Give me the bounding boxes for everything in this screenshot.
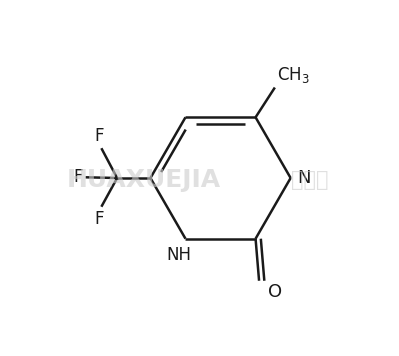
Text: CH$_3$: CH$_3$ <box>277 65 309 85</box>
Text: F: F <box>95 210 105 227</box>
Text: HUAXUEJIA: HUAXUEJIA <box>66 168 221 192</box>
Text: N: N <box>297 169 310 187</box>
Text: F: F <box>73 168 83 186</box>
Text: O: O <box>268 283 282 300</box>
Text: F: F <box>95 127 105 145</box>
Text: NH: NH <box>166 246 191 265</box>
Text: 化学加: 化学加 <box>290 170 328 190</box>
